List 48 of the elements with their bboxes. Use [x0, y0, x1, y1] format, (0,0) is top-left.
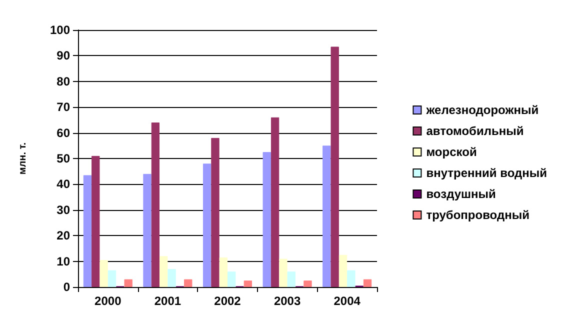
y-tick-label: 90	[56, 48, 70, 63]
bar	[244, 280, 252, 287]
y-tick-label: 80	[56, 74, 70, 88]
bar	[160, 256, 168, 287]
bar	[219, 257, 228, 287]
legend-label: железнодорожный	[425, 103, 539, 117]
bar	[287, 272, 296, 287]
bar	[338, 254, 348, 287]
legend-label: внутренний водный	[426, 166, 548, 180]
y-tick-label: 50	[56, 152, 70, 166]
bar	[92, 156, 100, 287]
bar	[202, 164, 212, 287]
bar	[330, 46, 339, 287]
bar	[211, 138, 220, 287]
bar	[100, 260, 108, 287]
bar	[262, 152, 271, 287]
y-tick-label: 30	[56, 202, 70, 217]
x-tick-label: 2004	[334, 294, 361, 308]
bar	[124, 279, 132, 287]
bar	[322, 146, 331, 287]
bar	[168, 269, 176, 287]
bar	[228, 272, 236, 287]
y-tick-label: 40	[56, 177, 70, 192]
bar	[184, 279, 192, 287]
bar	[151, 122, 160, 287]
x-tick-label: 2002	[214, 294, 242, 308]
legend-label: морской	[426, 145, 477, 159]
y-tick-label: 70	[56, 100, 70, 114]
legend-label: воздушный	[426, 187, 496, 201]
bar	[304, 280, 312, 287]
bar	[279, 258, 288, 287]
y-tick-label: 0	[63, 280, 70, 294]
y-tick-label: 20	[56, 228, 70, 243]
y-tick-label: 10	[56, 254, 70, 268]
legend-label: автомобильный	[426, 124, 524, 138]
bar	[363, 279, 372, 287]
bar	[347, 270, 356, 287]
legend-label: трубопроводный	[426, 208, 530, 222]
y-axis-title: млн. т.	[18, 142, 28, 175]
y-tick-label: 100	[50, 23, 70, 37]
bar	[143, 174, 152, 287]
x-tick-label: 2000	[94, 294, 122, 308]
y-tick-label: 60	[56, 126, 70, 140]
x-tick-label: 2003	[274, 294, 301, 308]
bar	[108, 270, 116, 287]
bar	[83, 175, 92, 287]
x-tick-label: 2001	[154, 294, 182, 308]
bar	[270, 117, 280, 287]
